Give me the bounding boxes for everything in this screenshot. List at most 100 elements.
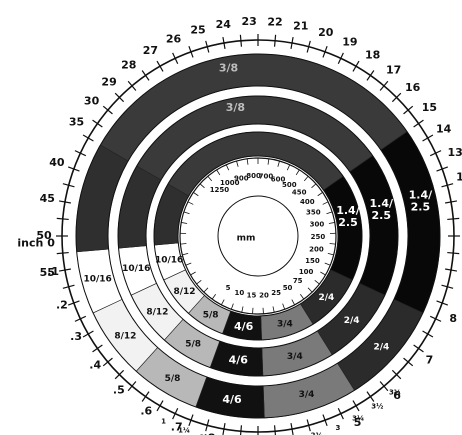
outer-tick bbox=[436, 166, 449, 172]
outer-scale-label: 7 bbox=[426, 354, 434, 367]
outer-tick bbox=[82, 330, 94, 338]
outer-tick bbox=[67, 300, 80, 306]
inner-tick bbox=[295, 169, 300, 176]
inch-scale-label: 1½ bbox=[200, 433, 212, 435]
outer-tick bbox=[92, 344, 103, 353]
inner-tick bbox=[311, 183, 317, 189]
inner-tick bbox=[211, 294, 217, 300]
inner-tick bbox=[324, 262, 331, 266]
inner-tick bbox=[320, 271, 326, 276]
inner-tick bbox=[277, 160, 280, 167]
outer-tick bbox=[56, 217, 69, 221]
outer-tick bbox=[273, 34, 277, 47]
outer-scale-label: 28 bbox=[121, 58, 136, 71]
outer-tick bbox=[188, 45, 194, 58]
outer-tick bbox=[391, 92, 402, 103]
inner-tick bbox=[230, 303, 234, 310]
outer-tick bbox=[429, 315, 442, 322]
outer-tick bbox=[188, 414, 194, 427]
outer-tick bbox=[413, 119, 424, 128]
segment-label: 4/6 bbox=[234, 320, 254, 333]
outer-scale-label: 17 bbox=[386, 63, 401, 76]
mm-scale-label: 350 bbox=[306, 209, 321, 217]
inch-scale-label: .3 bbox=[70, 330, 82, 343]
outer-tick bbox=[141, 70, 150, 81]
mm-scale-label: 25 bbox=[271, 289, 281, 297]
inner-tick bbox=[272, 306, 275, 313]
outer-scale-label: 45 bbox=[40, 192, 55, 205]
outer-tick bbox=[222, 36, 226, 49]
segment-label: 2.5 bbox=[371, 209, 391, 222]
inner-ring-edge bbox=[177, 155, 339, 317]
inner-tick bbox=[317, 192, 323, 197]
outer-ring-edge bbox=[75, 53, 441, 419]
inner-tick bbox=[203, 287, 209, 293]
segment-label: 3/8 bbox=[219, 62, 238, 75]
inner-tick bbox=[267, 158, 270, 165]
outer-tick bbox=[403, 105, 414, 115]
outer-scale-label: 50 bbox=[36, 229, 52, 242]
segment-label: 2/4 bbox=[318, 293, 334, 303]
mm-unit-label: mm bbox=[237, 234, 256, 244]
mm-scale-label: 50 bbox=[283, 284, 293, 292]
segment-label: 8/12 bbox=[114, 331, 136, 341]
outer-tick bbox=[379, 80, 389, 91]
outer-tick bbox=[445, 268, 458, 272]
outer-tick bbox=[290, 423, 294, 435]
inner-tick bbox=[181, 222, 188, 224]
outer-tick bbox=[127, 381, 137, 392]
dial-ticks bbox=[56, 34, 460, 435]
outer-scale-label: 22 bbox=[267, 16, 282, 29]
segment-label: 3/8 bbox=[226, 101, 245, 114]
outer-tick bbox=[102, 357, 113, 367]
mm-scale-label: 800 bbox=[246, 172, 261, 180]
outer-tick bbox=[222, 423, 226, 435]
inner-tick bbox=[322, 201, 329, 205]
outer-scale-label: 4 bbox=[309, 434, 317, 435]
inner-tick bbox=[326, 211, 333, 215]
outer-tick bbox=[447, 217, 460, 221]
mm-scale-label: 500 bbox=[282, 181, 297, 189]
outer-scale-label: 35 bbox=[69, 116, 84, 129]
outer-tick bbox=[156, 400, 164, 412]
outer-tick bbox=[58, 200, 71, 204]
outer-tick bbox=[82, 134, 94, 142]
outer-tick bbox=[58, 268, 71, 272]
outer-scale-label: 15 bbox=[422, 101, 437, 114]
outer-tick bbox=[429, 150, 442, 157]
inner-tick bbox=[299, 294, 305, 300]
outer-tick bbox=[441, 183, 454, 188]
segment-label: 10/16 bbox=[122, 264, 150, 274]
outer-scale-label: 6 bbox=[393, 389, 401, 402]
outer-tick bbox=[205, 419, 210, 432]
dial-labels: 3530292827262524232221201918171615141312… bbox=[17, 15, 462, 435]
outer-tick bbox=[56, 251, 69, 255]
outer-tick bbox=[337, 52, 344, 65]
outer-tick bbox=[141, 391, 150, 402]
outer-scale-label: 27 bbox=[143, 44, 158, 57]
outer-tick bbox=[413, 344, 424, 353]
outer-scale-label: 26 bbox=[166, 32, 182, 45]
outer-scale-label: 8 bbox=[449, 312, 457, 325]
outer-tick bbox=[366, 70, 375, 81]
inner-tick bbox=[185, 262, 192, 266]
mm-scale-label: 200 bbox=[309, 245, 324, 253]
inch-scale-label: .1 bbox=[47, 265, 59, 278]
outer-scale-label: 40 bbox=[49, 156, 65, 169]
inner-tick bbox=[241, 306, 244, 313]
inner-tick bbox=[193, 192, 199, 197]
inner-tick bbox=[199, 183, 205, 189]
outer-tick bbox=[239, 34, 243, 47]
inner-tick bbox=[225, 164, 230, 171]
segment-label: 8/12 bbox=[173, 287, 195, 297]
outer-tick bbox=[306, 40, 311, 53]
outer-tick bbox=[290, 36, 294, 49]
outer-scale-label: 12 bbox=[456, 170, 462, 183]
outer-scale-label: 18 bbox=[365, 48, 380, 61]
outer-scale-label: 25 bbox=[190, 24, 205, 37]
outer-scale-label: 20 bbox=[318, 26, 334, 39]
segment-label: 3/4 bbox=[277, 319, 293, 329]
outer-scale-label: 16 bbox=[405, 81, 421, 94]
outer-tick bbox=[422, 330, 434, 338]
inner-tick bbox=[207, 175, 213, 182]
